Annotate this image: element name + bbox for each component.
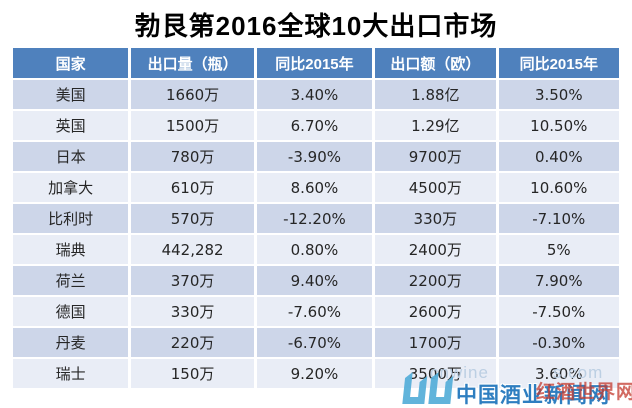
table-cell: 1.29亿	[375, 111, 496, 140]
table-cell: -7.50%	[498, 297, 619, 326]
table-cell: 3.40%	[256, 80, 373, 109]
table-cell: -7.60%	[256, 297, 373, 326]
column-header: 出口量（瓶）	[131, 48, 254, 78]
table-row: 美国 1660万 3.40% 1.88亿 3.50%	[13, 80, 619, 109]
table-cell: 780万	[131, 142, 254, 171]
table-row: 瑞士 150万 9.20% 3500万 3.60%	[13, 359, 619, 388]
table-cell: 570万	[131, 204, 254, 233]
table-cell: 10.50%	[498, 111, 619, 140]
table-cell: 美国	[13, 80, 129, 109]
table-cell: 9.20%	[256, 359, 373, 388]
table-cell: 10.60%	[498, 173, 619, 202]
table-row: 日本 780万 -3.90% 9700万 0.40%	[13, 142, 619, 171]
table-cell: 3500万	[375, 359, 496, 388]
table-cell: 2400万	[375, 235, 496, 264]
table-row: 英国 1500万 6.70% 1.29亿 10.50%	[13, 111, 619, 140]
table-row: 丹麦 220万 -6.70% 1700万 -0.30%	[13, 328, 619, 357]
table-cell: -3.90%	[256, 142, 373, 171]
table-cell: 2200万	[375, 266, 496, 295]
table-cell: 8.60%	[256, 173, 373, 202]
table-cell: 0.40%	[498, 142, 619, 171]
table-row: 加拿大 610万 8.60% 4500万 10.60%	[13, 173, 619, 202]
table-cell: -0.30%	[498, 328, 619, 357]
table-cell: -7.10%	[498, 204, 619, 233]
table-cell: 瑞士	[13, 359, 129, 388]
table-cell: 330万	[131, 297, 254, 326]
table-cell: 5%	[498, 235, 619, 264]
table-row: 德国 330万 -7.60% 2600万 -7.50%	[13, 297, 619, 326]
table-cell: 2600万	[375, 297, 496, 326]
table-cell: 1660万	[131, 80, 254, 109]
table-cell: 7.90%	[498, 266, 619, 295]
table-cell: 丹麦	[13, 328, 129, 357]
table-cell: 0.80%	[256, 235, 373, 264]
table-cell: 日本	[13, 142, 129, 171]
table-cell: 1500万	[131, 111, 254, 140]
table-cell: 9700万	[375, 142, 496, 171]
table-row: 瑞典 442,282 0.80% 2400万 5%	[13, 235, 619, 264]
table-cell: 3.60%	[498, 359, 619, 388]
table-header-row: 国家 出口量（瓶） 同比2015年 出口额（欧） 同比2015年	[13, 48, 619, 78]
table-cell: 荷兰	[13, 266, 129, 295]
column-header: 国家	[13, 48, 129, 78]
table-cell: 9.40%	[256, 266, 373, 295]
column-header: 出口额（欧）	[375, 48, 496, 78]
table-body: 美国 1660万 3.40% 1.88亿 3.50% 英国 1500万 6.70% 1.29亿 1…	[13, 80, 619, 388]
export-markets-table: 国家 出口量（瓶） 同比2015年 出口额（欧） 同比2015年 美国 1660万 3.40…	[10, 46, 622, 390]
table-cell: 6.70%	[256, 111, 373, 140]
table-cell: -6.70%	[256, 328, 373, 357]
table-cell: 3.50%	[498, 80, 619, 109]
table-cell: 德国	[13, 297, 129, 326]
table-cell: 150万	[131, 359, 254, 388]
table-cell: -12.20%	[256, 204, 373, 233]
table-cell: 442,282	[131, 235, 254, 264]
column-header: 同比2015年	[256, 48, 373, 78]
page-title: 勃艮第2016全球10大出口市场	[134, 11, 498, 41]
table-cell: 330万	[375, 204, 496, 233]
table-cell: 4500万	[375, 173, 496, 202]
table-cell: 英国	[13, 111, 129, 140]
table-cell: 610万	[131, 173, 254, 202]
table-cell: 瑞典	[13, 235, 129, 264]
table-row: 荷兰 370万 9.40% 2200万 7.90%	[13, 266, 619, 295]
table-cell: 220万	[131, 328, 254, 357]
table-row: 比利时 570万 -12.20% 330万 -7.10%	[13, 204, 619, 233]
table-cell: 加拿大	[13, 173, 129, 202]
table-cell: 1700万	[375, 328, 496, 357]
table-cell: 比利时	[13, 204, 129, 233]
column-header: 同比2015年	[498, 48, 619, 78]
table-cell: 1.88亿	[375, 80, 496, 109]
table-cell: 370万	[131, 266, 254, 295]
